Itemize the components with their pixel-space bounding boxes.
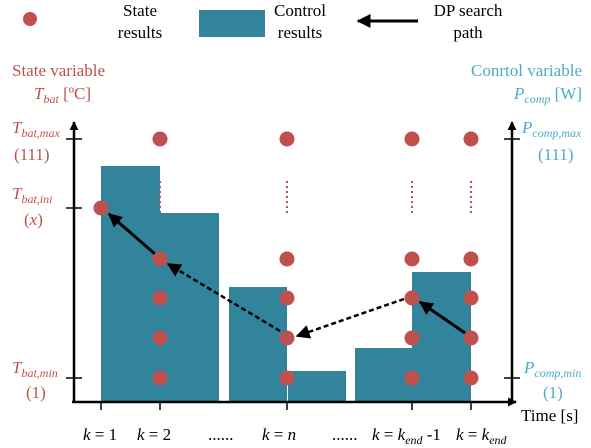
left-axis-labels: State variable Tbat [ºC] Tbat,max (111) … (12, 61, 105, 402)
state-dot (152, 290, 168, 306)
legend-state-marker (23, 12, 37, 26)
ellipsis-2: ...... (332, 425, 358, 444)
path-kend-to-kend1 (418, 300, 466, 335)
path-kn-to-k2 (166, 262, 281, 333)
tick-label-k2: k = 2 (137, 425, 171, 444)
state-dot (463, 131, 479, 147)
state-dot (152, 131, 168, 147)
control-bar-kn-1 (229, 287, 287, 401)
left-axis-title: State variable (12, 61, 105, 80)
right-max-index: (111) (538, 145, 574, 164)
control-bars (101, 166, 471, 401)
left-max-index: (111) (14, 145, 50, 164)
state-dot (463, 330, 479, 346)
state-dot (404, 330, 420, 346)
control-bar-k2 (160, 213, 219, 401)
legend-path-label-1: DP search (434, 1, 503, 20)
time-axis-labels: Time [s] k = 1 k = 2 ...... k = n ......… (83, 406, 578, 447)
state-dot (279, 251, 295, 267)
legend-control-label-2: results (278, 23, 322, 42)
right-axis-title: Conrtol variable (471, 61, 582, 80)
left-min-index: (1) (26, 383, 46, 402)
state-dot (463, 251, 479, 267)
control-bar-kn (288, 371, 346, 401)
tick-label-kend: k = kend (456, 425, 508, 447)
state-dot (404, 251, 420, 267)
state-dot (152, 370, 168, 386)
state-dot (279, 290, 295, 306)
state-dot (404, 370, 420, 386)
state-dot (404, 290, 420, 306)
state-dot (463, 370, 479, 386)
legend-path-label-2: path (453, 23, 483, 42)
state-dot (279, 131, 295, 147)
state-dot (152, 330, 168, 346)
left-ini-index: (x) (24, 210, 43, 229)
legend-control-label-1: Control (274, 1, 326, 20)
control-bar-kend1 (412, 272, 471, 401)
tick-label-kn: k = n (262, 425, 296, 444)
left-max-label: Tbat,max (12, 118, 60, 140)
right-axis-variable: Pcomp [W] (513, 84, 582, 106)
legend-state-label-2: results (118, 23, 162, 42)
left-axis-variable: Tbat [ºC] (34, 84, 91, 106)
right-min-label: Pcomp,min (523, 358, 581, 380)
right-min-index: (1) (543, 383, 563, 402)
left-min-label: Tbat,min (12, 358, 58, 380)
left-ini-label: Tbat,ini (12, 184, 52, 206)
control-bar-kend1-1 (355, 348, 412, 401)
right-axis-labels: Conrtol variable Pcomp [W] Pcomp,max (11… (471, 61, 582, 402)
state-dot (279, 330, 295, 346)
state-dot (463, 290, 479, 306)
legend-control-marker (199, 10, 265, 37)
state-dots (93, 131, 479, 386)
path-kend1-to-kn (295, 297, 405, 339)
tick-label-kend1: k = kend -1 (372, 425, 441, 447)
tick-label-k1: k = 1 (83, 425, 117, 444)
legend-state-label-1: State (123, 1, 157, 20)
ellipsis-1: ...... (208, 425, 234, 444)
state-dot (279, 370, 295, 386)
dp-search-path (107, 212, 466, 339)
legend: State results Control results DP search … (23, 1, 503, 42)
time-axis-title: Time [s] (521, 406, 578, 425)
continuation-dots (159, 181, 472, 213)
control-bar-k1 (101, 166, 160, 401)
axes (66, 121, 520, 410)
state-dot (152, 251, 168, 267)
state-dot (93, 200, 109, 216)
path-k2-to-k1 (107, 212, 156, 256)
right-max-label: Pcomp,max (521, 118, 582, 140)
state-dot (404, 131, 420, 147)
